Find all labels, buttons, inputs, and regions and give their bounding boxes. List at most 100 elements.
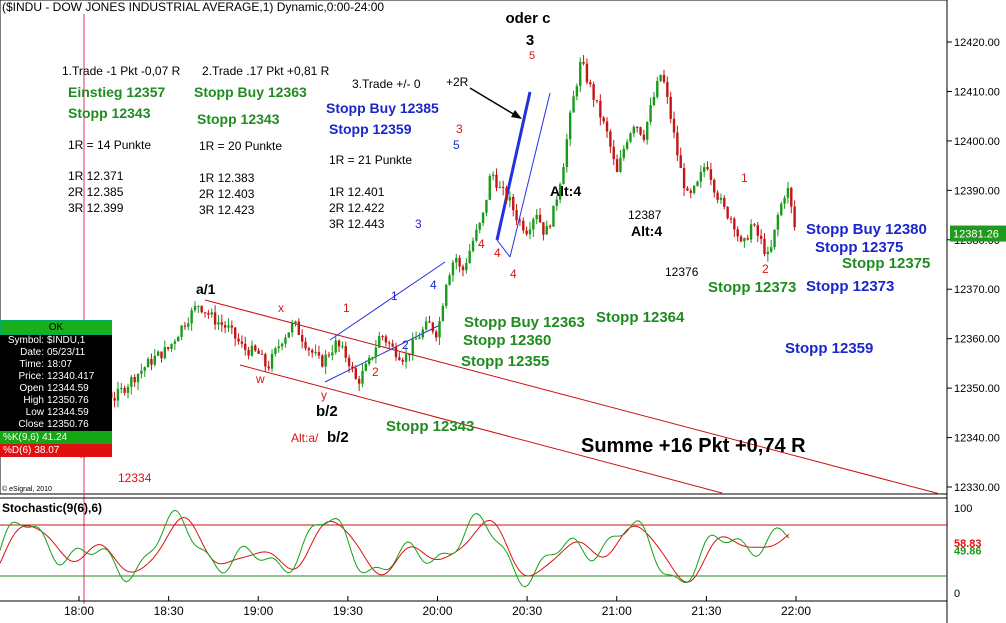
candle-body: [599, 100, 602, 118]
time-tick-label: 21:00: [602, 604, 632, 618]
candle-body: [250, 345, 254, 356]
candle-body: [280, 343, 284, 347]
candle-body: [307, 348, 311, 351]
info-row-value: 12344.59: [47, 383, 89, 394]
stoch-label-0: 0: [954, 588, 960, 600]
candle-body: [666, 82, 669, 97]
price-tick-label: 12350.00: [954, 383, 1000, 395]
candle-body: [133, 376, 136, 383]
candle-body: [177, 336, 180, 342]
candle-body: [311, 350, 314, 353]
candle-body: [445, 284, 448, 306]
trade1-stop: Stopp 12343: [68, 105, 151, 121]
candle-body: [418, 337, 421, 339]
candle-body: [126, 386, 130, 393]
candle-body: [244, 343, 247, 350]
candle-body: [274, 348, 277, 354]
candle-body: [361, 370, 364, 384]
blue-impulse-line: [495, 91, 532, 241]
info-k-label: %K(9,6): [3, 432, 40, 443]
wave-label-r3: 3: [456, 122, 463, 136]
candle-body: [156, 351, 160, 356]
candle-body: [143, 367, 146, 371]
candle-body: [431, 322, 435, 332]
candle-body: [401, 359, 404, 362]
info-panel: OK Symbol: $INDU,1 Date: 05/23/11 Time: 18:07…: [0, 320, 112, 457]
info-row: High 12350.76: [0, 395, 112, 407]
alt-a-label: Alt:a/: [291, 431, 319, 445]
candle-body: [290, 323, 294, 333]
candle-body: [759, 235, 763, 239]
trade2-target: 1R 12.383: [199, 171, 255, 185]
stoch-k-box: [950, 534, 1006, 549]
candle-body: [689, 190, 692, 193]
candle-body: [113, 397, 116, 401]
candle-body: [404, 354, 408, 362]
alt4-label-b: Alt:4: [631, 223, 662, 239]
candle-body: [632, 126, 636, 134]
candle-body: [622, 148, 625, 158]
stopp-12373-blue: Stopp 12373: [806, 278, 894, 295]
candle-body: [391, 343, 394, 347]
time-tick-label: 19:30: [333, 604, 363, 618]
candle-body: [612, 146, 615, 160]
candle-body: [394, 346, 398, 358]
time-tick-label: 20:30: [512, 604, 542, 618]
trend-channel: [204, 87, 941, 495]
candle-body: [619, 157, 622, 172]
level-12376: 12376: [665, 265, 699, 279]
stoch-k-line: [0, 509, 790, 588]
candle-body: [136, 373, 140, 383]
candle-body: [485, 199, 488, 213]
candle-body: [639, 127, 642, 135]
candle-body: [723, 197, 726, 207]
candle-body: [753, 224, 756, 226]
candle-body: [642, 134, 646, 140]
candle-body: [508, 196, 512, 201]
trade1-title: 1.Trade -1 Pkt -0,07 R: [62, 64, 181, 78]
candle-body: [451, 262, 455, 276]
candle-body: [414, 338, 418, 340]
stoch-d-value: 49.86: [954, 546, 982, 558]
candle-body: [659, 74, 662, 81]
candle-body: [327, 354, 331, 356]
candle-body: [203, 312, 207, 314]
current-price-label: 12381.26: [953, 229, 999, 241]
candle-body: [217, 322, 220, 325]
candle-body: [116, 389, 120, 401]
candle-body: [488, 176, 491, 200]
candle-body: [227, 325, 230, 328]
candle-body: [558, 184, 562, 200]
candle-body: [304, 341, 307, 349]
candle-body: [568, 112, 572, 140]
mid-stop-12360: Stopp 12360: [463, 332, 551, 349]
candle-body: [197, 305, 200, 307]
candle-body: [776, 215, 780, 230]
candle-body: [595, 99, 599, 101]
trade2-target: 3R 12.423: [199, 203, 255, 217]
candle-body: [783, 197, 786, 204]
candle-body: [518, 220, 522, 222]
wave-label-y: y: [321, 388, 327, 402]
candle-body: [682, 167, 686, 189]
candle-body: [354, 368, 357, 379]
info-k-line: %K(9,6) 41.24: [0, 431, 112, 444]
wave-label-r4b: 4: [494, 246, 501, 260]
candle-body: [475, 229, 478, 241]
info-row-value: 12340.417: [47, 371, 95, 382]
candle-body: [726, 206, 729, 219]
candle-body: [170, 343, 173, 349]
chart-header: ($INDU - DOW JONES INDUSTRIAL AVERAGE,1)…: [2, 0, 384, 14]
info-status[interactable]: OK: [0, 320, 112, 335]
trade3-target: 1R 12.401: [329, 185, 385, 199]
candle-body: [183, 325, 187, 327]
trade3-entry: Stopp Buy 12385: [326, 100, 439, 116]
candle-body: [532, 219, 535, 230]
candle-body: [746, 238, 749, 240]
candle-body: [592, 84, 595, 100]
wave-label-r4a: 4: [478, 237, 485, 251]
wave-label-r2b: 2: [762, 262, 769, 276]
trade3-title: 3.Trade +/- 0: [352, 77, 421, 91]
info-row-label: Close: [18, 419, 44, 430]
